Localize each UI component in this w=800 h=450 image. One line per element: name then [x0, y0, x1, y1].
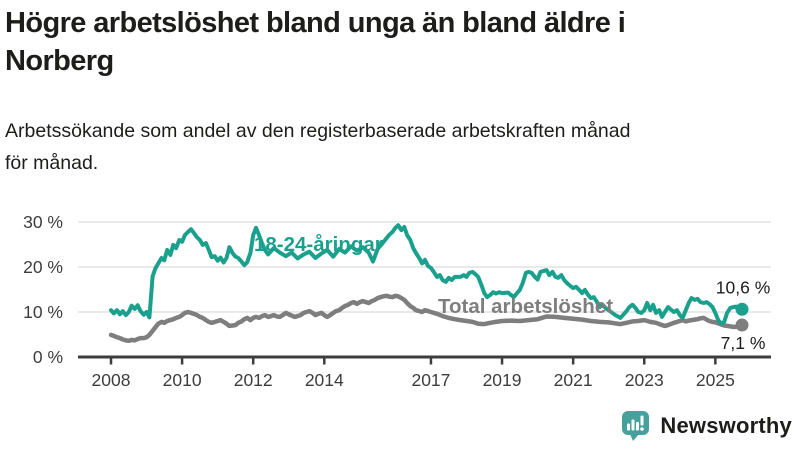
series-line-total-arbetsloshet [108, 293, 745, 344]
end-value-label-18-24-aringar: 10,6 % [716, 277, 770, 297]
newsworthy-logo-text: Newsworthy [660, 413, 792, 438]
y-tick-label-10: 10 % [23, 302, 63, 322]
y-tick-label-0: 0 % [33, 347, 63, 367]
x-tick-label-2017: 2017 [411, 370, 450, 390]
end-dot-total-arbetsloshet [735, 318, 749, 332]
x-tick-label-2010: 2010 [163, 370, 202, 390]
x-tick-label-2023: 2023 [625, 370, 664, 390]
subtitle-line-1: Arbetssökande som andel av den registerb… [5, 120, 631, 142]
chart-subtitle: Arbetssökande som andel av den registerb… [5, 115, 795, 179]
title-line-2: Norberg [5, 45, 114, 77]
series-line-18-24-aringar [109, 223, 744, 326]
x-tick-label-2019: 2019 [483, 370, 522, 390]
newsworthy-logo: Newsworthy [621, 410, 792, 442]
x-tick-label-2021: 2021 [554, 370, 593, 390]
x-tick-label-2008: 2008 [92, 370, 131, 390]
title-line-1: Högre arbetslöshet bland unga än bland ä… [5, 7, 626, 39]
y-tick-label-30: 30 % [23, 212, 63, 232]
page-title: Högre arbetslöshet bland unga än bland ä… [5, 4, 785, 80]
x-tick-label-2012: 2012 [234, 370, 273, 390]
end-value-label-total-arbetsloshet: 7,1 % [721, 333, 766, 353]
series-label-total: Total arbetslöshet [438, 295, 613, 318]
y-tick-label-20: 20 % [23, 257, 63, 277]
series-label-youth: 18-24-åringar [254, 233, 383, 256]
end-dot-18-24-aringar [735, 302, 749, 316]
subtitle-line-2: för månad. [5, 152, 99, 174]
x-tick-label-2025: 2025 [696, 370, 735, 390]
x-tick-label-2014: 2014 [305, 370, 344, 390]
newsworthy-logo-icon [622, 411, 650, 441]
